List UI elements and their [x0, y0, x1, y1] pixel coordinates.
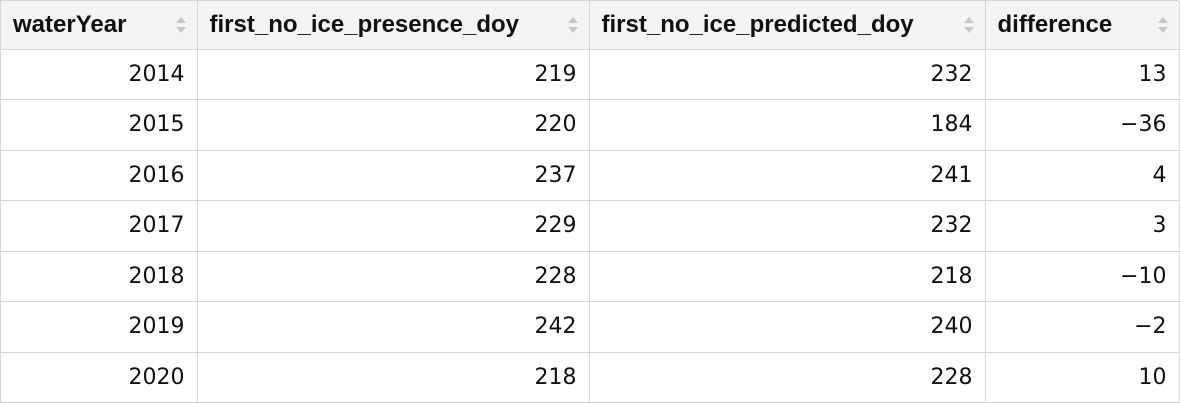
column-header-label: first_no_ice_predicted_doy: [601, 10, 914, 38]
sort-icon[interactable]: [175, 16, 187, 34]
table-header: waterYear first_no_ice_presence_doy firs…: [1, 1, 1180, 50]
table-cell-wateryear: 2017: [1, 200, 198, 252]
table-cell-wateryear: 2014: [1, 49, 198, 100]
sort-icon[interactable]: [1157, 16, 1169, 34]
table-cell-difference: 4: [985, 150, 1180, 201]
table-cell-wateryear: 2015: [1, 99, 198, 151]
column-header-first-no-ice-predicted-doy[interactable]: first_no_ice_predicted_doy: [589, 1, 986, 50]
table-row: 2015 220 184 −36: [1, 99, 1180, 151]
table-row: 2018 228 218 −10: [1, 251, 1180, 302]
table-cell-wateryear: 2019: [1, 301, 198, 353]
sort-icon[interactable]: [567, 16, 579, 34]
table-cell-presence-doy: 229: [197, 200, 590, 252]
table-row: 2014 219 232 13: [1, 49, 1180, 100]
table-cell-presence-doy: 219: [197, 49, 590, 100]
table-cell-presence-doy: 237: [197, 150, 590, 201]
table-cell-predicted-doy: 218: [589, 251, 986, 302]
column-header-label: first_no_ice_presence_doy: [209, 10, 519, 38]
table-cell-difference: −10: [985, 251, 1180, 302]
table-row: 2020 218 228 10: [1, 352, 1180, 403]
table-cell-presence-doy: 218: [197, 352, 590, 403]
column-header-wateryear[interactable]: waterYear: [1, 1, 198, 50]
table-cell-predicted-doy: 228: [589, 352, 986, 403]
table-body: 2014 219 232 13 2015 220 184 −36 2016 23…: [1, 49, 1180, 403]
table-cell-wateryear: 2020: [1, 352, 198, 403]
column-header-first-no-ice-presence-doy[interactable]: first_no_ice_presence_doy: [197, 1, 590, 50]
table-cell-predicted-doy: 241: [589, 150, 986, 201]
table-cell-difference: −36: [985, 99, 1180, 151]
table-cell-predicted-doy: 232: [589, 200, 986, 252]
header-row: waterYear first_no_ice_presence_doy firs…: [1, 1, 1180, 50]
table-cell-predicted-doy: 184: [589, 99, 986, 151]
table-row: 2019 242 240 −2: [1, 301, 1180, 353]
table-cell-presence-doy: 220: [197, 99, 590, 151]
table-cell-wateryear: 2018: [1, 251, 198, 302]
table-row: 2017 229 232 3: [1, 200, 1180, 252]
column-header-label: waterYear: [13, 10, 127, 38]
table-cell-predicted-doy: 240: [589, 301, 986, 353]
table-cell-difference: 13: [985, 49, 1180, 100]
column-header-difference[interactable]: difference: [985, 1, 1180, 50]
sort-icon[interactable]: [963, 16, 975, 34]
table-cell-difference: 10: [985, 352, 1180, 403]
table-cell-difference: −2: [985, 301, 1180, 353]
table-cell-presence-doy: 242: [197, 301, 590, 353]
table-cell-predicted-doy: 232: [589, 49, 986, 100]
table-cell-wateryear: 2016: [1, 150, 198, 201]
table-cell-difference: 3: [985, 200, 1180, 252]
table-cell-presence-doy: 228: [197, 251, 590, 302]
column-header-label: difference: [997, 10, 1113, 38]
table-row: 2016 237 241 4: [1, 150, 1180, 201]
